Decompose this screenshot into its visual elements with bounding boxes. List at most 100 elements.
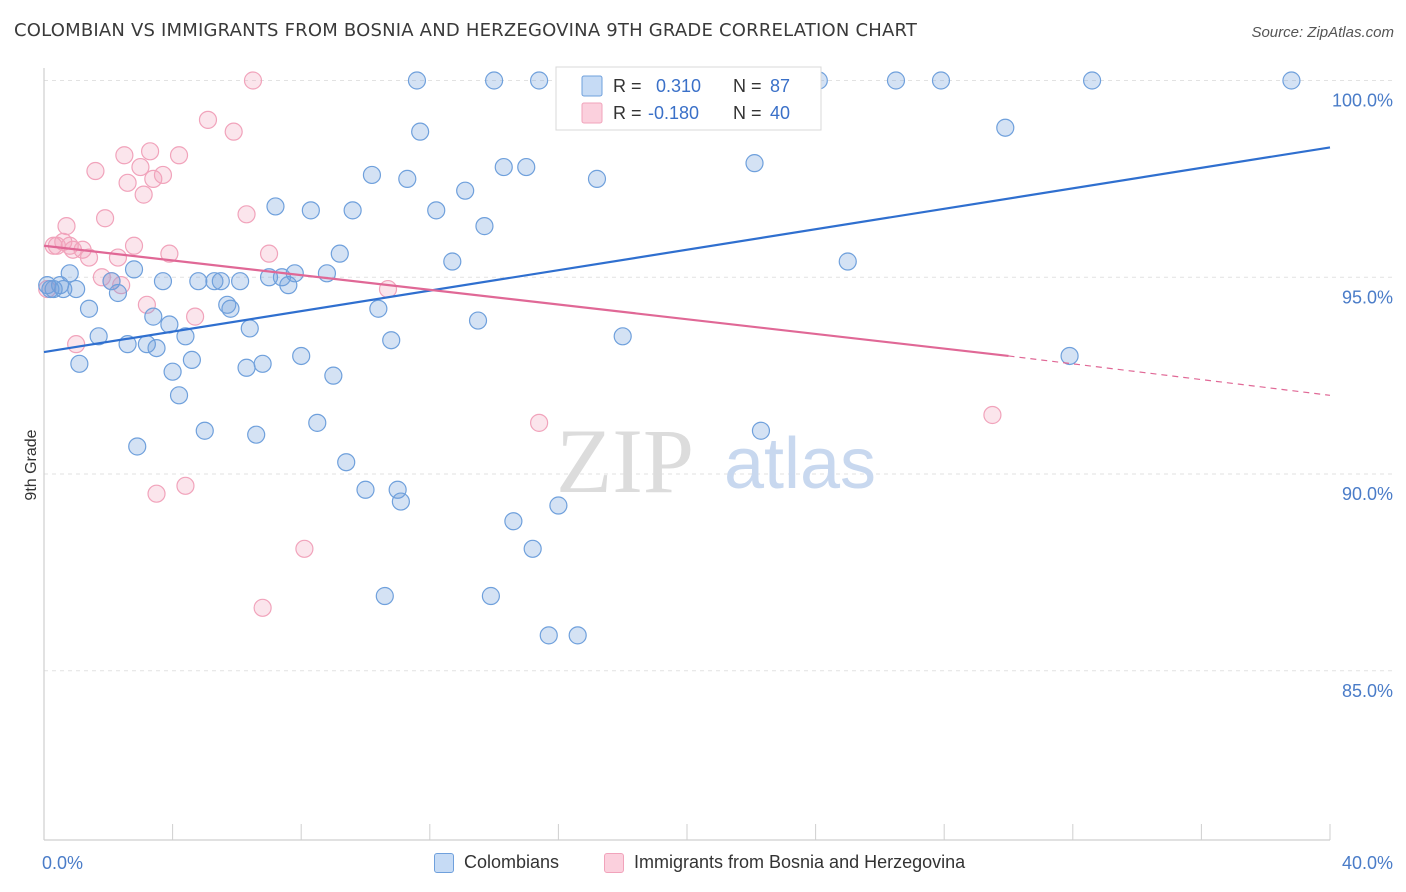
point-colombians: [751, 421, 771, 440]
point-colombians: [356, 480, 375, 499]
point-colombians: [153, 272, 173, 291]
point-colombians: [411, 122, 430, 141]
legend-swatch-blue: [581, 75, 603, 97]
point-colombians: [54, 279, 73, 299]
legend-r-value-2: -0.180: [648, 103, 699, 123]
point-colombians: [231, 272, 250, 291]
point-colombians: [189, 272, 208, 291]
point-bosnia: [153, 165, 173, 185]
y-tick-label: 100.0%: [1332, 91, 1393, 111]
point-colombians: [89, 327, 108, 346]
point-colombians: [530, 71, 549, 90]
point-colombians: [195, 421, 214, 440]
point-bosnia: [115, 146, 134, 165]
point-colombians: [517, 157, 536, 177]
legend-n-value-2: 40: [770, 103, 790, 123]
point-colombians: [301, 201, 320, 220]
point-colombians: [147, 338, 166, 358]
point-colombians: [205, 272, 224, 291]
point-colombians: [292, 346, 311, 366]
point-colombians: [456, 181, 475, 200]
y-tick-label: 90.0%: [1342, 484, 1393, 504]
point-bosnia: [243, 71, 263, 90]
point-bosnia: [198, 110, 218, 129]
point-colombians: [182, 350, 201, 370]
point-colombians: [375, 586, 394, 606]
point-bosnia: [60, 236, 79, 255]
point-bosnia: [86, 161, 105, 181]
legend-item-colombians[interactable]: Colombians: [434, 852, 559, 873]
points-colombians: [38, 71, 1301, 645]
point-colombians: [568, 626, 587, 645]
point-colombians: [443, 252, 462, 271]
legend-r-value-1: 0.310: [656, 76, 701, 96]
legend-r-label-1: R =: [613, 76, 642, 96]
watermark-zip: ZIP: [556, 410, 694, 512]
point-colombians: [221, 299, 240, 318]
trend-lines: [43, 146, 1331, 396]
legend-swatch-bosnia: [604, 852, 624, 873]
point-colombians: [79, 299, 99, 318]
point-colombians: [391, 492, 410, 511]
legend-r-label-2: R =: [613, 103, 642, 123]
legend-n-label-2: N =: [733, 103, 762, 123]
point-bosnia: [378, 279, 398, 299]
point-bosnia: [295, 539, 314, 558]
point-colombians: [70, 354, 89, 373]
point-colombians: [407, 71, 427, 90]
point-bosnia: [224, 122, 243, 141]
point-bosnia: [160, 244, 179, 263]
point-colombians: [485, 71, 504, 90]
point-bosnia: [67, 335, 86, 354]
point-bosnia: [137, 295, 156, 314]
point-bosnia: [530, 413, 549, 432]
point-colombians: [1060, 346, 1079, 366]
point-colombians: [176, 327, 195, 346]
point-colombians: [388, 480, 407, 499]
point-colombians: [237, 358, 256, 377]
point-colombians: [523, 539, 542, 558]
point-colombians: [475, 217, 494, 236]
y-tick-label: 85.0%: [1342, 681, 1393, 701]
point-colombians: [337, 453, 356, 472]
point-bosnia: [140, 142, 160, 161]
legend-item-bosnia[interactable]: Immigrants from Bosnia and Herzegovina: [604, 852, 965, 873]
point-bosnia: [108, 248, 128, 267]
point-bosnia: [79, 248, 99, 267]
point-bosnia: [134, 185, 153, 204]
point-colombians: [330, 244, 349, 263]
point-colombians: [266, 197, 285, 216]
point-colombians: [996, 118, 1015, 137]
point-colombians: [128, 437, 147, 456]
trend-line-bosnia: [43, 244, 1009, 358]
point-colombians: [324, 366, 343, 385]
point-colombians: [1282, 71, 1301, 90]
legend-swatch-pink: [581, 102, 603, 124]
point-bosnia: [92, 268, 111, 287]
point-bosnia: [253, 598, 272, 617]
point-colombians: [279, 276, 298, 295]
point-colombians: [539, 626, 558, 645]
legend-n-value-1: 87: [770, 76, 790, 96]
point-colombians: [549, 496, 568, 515]
point-colombians: [398, 169, 417, 188]
point-colombians: [613, 327, 632, 346]
axes: [43, 68, 1331, 841]
source-label: Source: ZipAtlas.com: [1251, 24, 1394, 41]
point-colombians: [369, 299, 388, 318]
point-colombians: [253, 354, 272, 373]
point-colombians: [838, 252, 857, 271]
legend-swatch-colombians: [434, 852, 454, 873]
watermark-atlas: atlas: [724, 424, 876, 504]
point-bosnia: [147, 484, 166, 503]
point-colombians: [745, 154, 764, 173]
trend-line-colombians: [43, 146, 1331, 354]
point-bosnia: [176, 476, 195, 495]
point-bosnia: [144, 169, 163, 188]
chart-title: COLOMBIAN VS IMMIGRANTS FROM BOSNIA AND …: [14, 20, 918, 41]
point-colombians: [144, 307, 163, 326]
y-tick-label: 95.0%: [1342, 287, 1393, 307]
point-bosnia: [118, 173, 137, 192]
point-colombians: [308, 413, 327, 432]
point-colombians: [41, 279, 60, 299]
